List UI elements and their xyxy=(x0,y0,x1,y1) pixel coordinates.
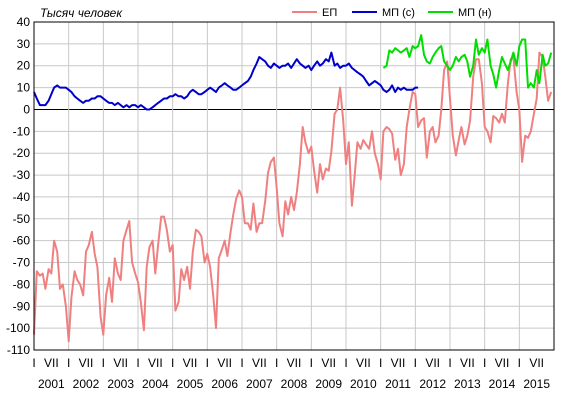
y-tick-label: -40 xyxy=(13,190,31,204)
x-year-label: 2009 xyxy=(315,377,342,391)
y-tick-label: -20 xyxy=(13,146,31,160)
x-month-tick-label: I xyxy=(483,356,486,370)
x-month-tick-label: VII xyxy=(460,356,475,370)
x-month-tick-label: VII xyxy=(113,356,128,370)
x-month-tick-label: VII xyxy=(425,356,440,370)
y-tick-label: -80 xyxy=(13,277,31,291)
x-year-label: 2010 xyxy=(350,377,377,391)
x-month-tick-label: VII xyxy=(217,356,232,370)
x-year-label: 2003 xyxy=(107,377,134,391)
y-tick-label: 0 xyxy=(23,102,30,116)
legend: ЕП МП (с) МП (н) xyxy=(292,7,492,19)
x-year-label: 2001 xyxy=(38,377,65,391)
x-month-tick-label: VII xyxy=(529,356,544,370)
x-month-tick-label: I xyxy=(344,356,347,370)
y-tick-labels: 40 30 20 10 0 -10 -20 -30 -40 -50 -60 -70 -80 -90 -100… xyxy=(6,15,30,357)
x-month-tick-label: I xyxy=(206,356,209,370)
legend-label-2: МП (с) xyxy=(382,7,415,19)
y-tick-label: -90 xyxy=(13,299,31,313)
x-month-tick-label: VII xyxy=(495,356,510,370)
x-year-label: 2006 xyxy=(211,377,238,391)
x-year-label: 2011 xyxy=(385,377,411,391)
x-month-tick-label: VII xyxy=(356,356,371,370)
x-month-tick-label: I xyxy=(275,356,278,370)
x-month-tick-label: VII xyxy=(44,356,59,370)
x-year-label: 2012 xyxy=(419,377,446,391)
y-tick-label: -110 xyxy=(7,343,30,357)
y-tick-label: -50 xyxy=(13,212,31,226)
x-year-label: 2014 xyxy=(489,377,516,391)
y-tick-label: -10 xyxy=(13,124,31,138)
y-tick-label: -30 xyxy=(13,168,31,182)
y-tick-label: 40 xyxy=(17,15,31,29)
y-tick-label: -70 xyxy=(13,256,31,270)
x-month-tick-label: VII xyxy=(391,356,406,370)
x-year-label: 2004 xyxy=(142,377,169,391)
x-month-tick-label: I xyxy=(171,356,174,370)
x-month-tick-label: I xyxy=(414,356,417,370)
x-month-tick-label: VII xyxy=(252,356,267,370)
y-tick-label: 20 xyxy=(17,59,31,73)
x-month-tick-label: VII xyxy=(287,356,302,370)
x-month-tick-label: I xyxy=(32,356,35,370)
x-month-tick-label: VII xyxy=(148,356,163,370)
x-month-tick-label: I xyxy=(518,356,521,370)
series-layer xyxy=(33,34,553,343)
x-year-label: 2007 xyxy=(246,377,273,391)
x-year-label: 2015 xyxy=(523,377,550,391)
plot-frame xyxy=(33,21,555,351)
series-line-3 xyxy=(382,34,553,89)
y-axis-title: Тысяч человек xyxy=(40,6,123,20)
x-month-tick-label: I xyxy=(136,356,139,370)
series-line-1 xyxy=(33,51,553,343)
x-year-label: 2008 xyxy=(281,377,308,391)
x-month-tick-label: I xyxy=(448,356,451,370)
y-tick-label: 10 xyxy=(17,81,31,95)
x-month-tick-label: I xyxy=(240,356,243,370)
x-year-label: 2013 xyxy=(454,377,481,391)
y-tick-label: -60 xyxy=(13,234,31,248)
x-month-tick-label: VII xyxy=(183,356,198,370)
x-month-tick-label: I xyxy=(67,356,70,370)
x-month-tick-label: I xyxy=(310,356,313,370)
x-month-tick-label: I xyxy=(102,356,105,370)
x-month-tick-label: VII xyxy=(321,356,336,370)
x-month-tick-label: VII xyxy=(79,356,94,370)
series-line-2 xyxy=(33,51,419,111)
legend-label-1: ЕП xyxy=(322,7,337,19)
x-year-label: 2002 xyxy=(73,377,100,391)
x-year-label: 2005 xyxy=(177,377,204,391)
y-tick-label: -100 xyxy=(6,321,30,335)
x-month-tick-label: I xyxy=(379,356,382,370)
y-tick-label: 30 xyxy=(17,37,31,51)
legend-label-3: МП (н) xyxy=(458,7,492,19)
